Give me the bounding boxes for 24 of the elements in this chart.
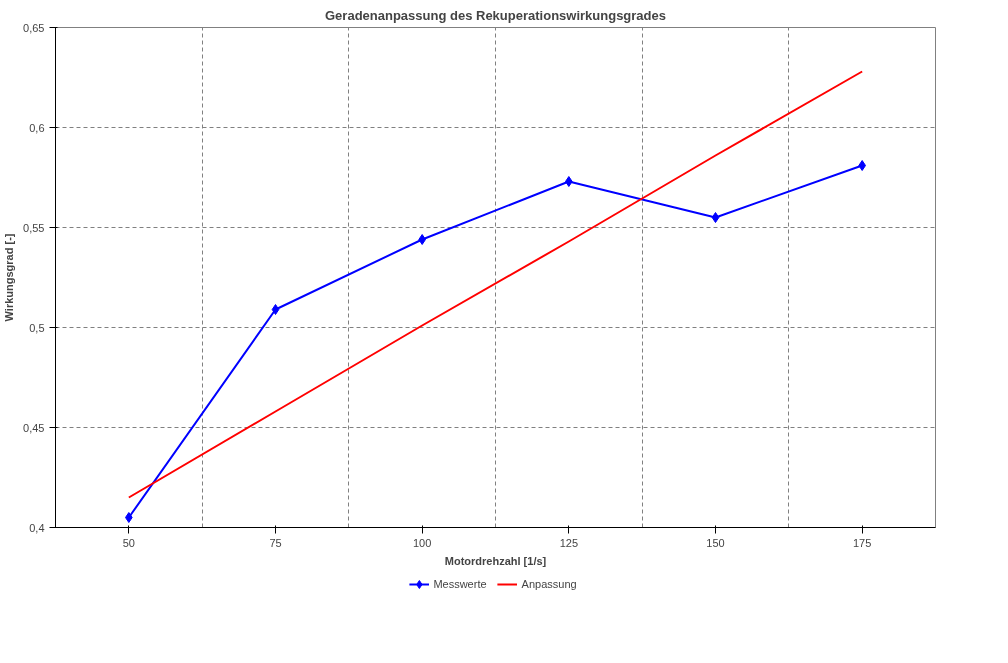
x-tick-label: 125 <box>559 536 579 549</box>
point <box>858 160 866 171</box>
y-axis-title: Wirkungsgrad [-] <box>3 233 16 322</box>
y-tick-label: 0,4 <box>29 521 45 534</box>
line-series <box>127 70 864 499</box>
y-tick-label: 0,6 <box>29 121 45 134</box>
point <box>125 512 133 523</box>
y-tick-label: 0,55 <box>23 221 45 234</box>
x-tick-label: 50 <box>122 536 135 549</box>
x-axis-title: Motordrehzahl [1/s] <box>444 554 547 567</box>
point <box>271 304 280 315</box>
x-tick-label: 175 <box>852 536 872 549</box>
x-tick-label: 75 <box>269 536 282 549</box>
legend-label: Messwerte <box>433 578 487 590</box>
y-tick-label: 0,5 <box>29 321 45 334</box>
chart-title: Geradenanpassung des Rekuperationswirkungsgrades <box>325 7 667 23</box>
x-tick-label: 150 <box>706 536 725 549</box>
y-tick-label: 0,65 <box>23 21 45 34</box>
y-tick-label: 0,45 <box>23 421 45 434</box>
point <box>565 176 573 187</box>
legend-label: Anpassung <box>521 578 577 590</box>
point <box>418 234 426 245</box>
x-tick-label: 100 <box>412 536 432 549</box>
point <box>711 212 720 223</box>
